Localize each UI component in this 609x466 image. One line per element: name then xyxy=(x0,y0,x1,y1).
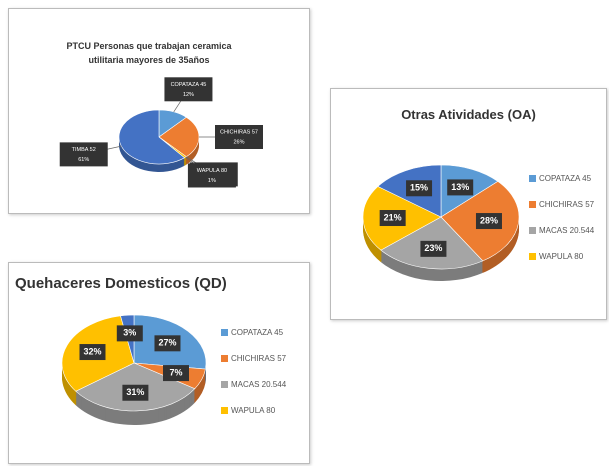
label-box xyxy=(164,77,213,102)
pie-slice xyxy=(158,116,200,158)
chart: 27% 7% 31% 32% 3% COPATAZA 45 CHICHIRAS 57 MACA… xyxy=(61,314,287,425)
legend-label: CHICHIRAS 57 xyxy=(231,354,287,363)
data-label: 61% xyxy=(78,157,89,163)
label-box xyxy=(406,180,433,197)
legend-label: COPATAZA 45 xyxy=(231,328,284,337)
legend-label: COPATAZA 45 xyxy=(539,174,592,183)
label-box xyxy=(215,125,263,149)
chart-panel: 27% 7% 31% 32% 3% COPATAZA 45 CHICHIRAS 57 MACA… xyxy=(8,262,310,464)
data-label: 15% xyxy=(410,183,428,193)
data-label: 26% xyxy=(233,139,244,145)
chart-title: PTCU Personas que trabajan ceramica util… xyxy=(66,41,232,65)
legend-label: WAPULA 80 xyxy=(539,252,584,261)
legend-swatch xyxy=(221,355,228,362)
label-box xyxy=(116,325,143,342)
chart-panel: 13% 28% 23% 21% 15% COPATAZA 45 CHICHIRAS 57 MA… xyxy=(330,88,607,320)
legend-label: WAPULA 80 xyxy=(231,406,276,415)
data-label: 7% xyxy=(169,367,182,377)
legend-swatch xyxy=(221,329,228,336)
legend-label: MACAS 20.544 xyxy=(539,226,595,235)
data-label: 12% xyxy=(183,92,194,98)
label-box xyxy=(163,365,190,382)
data-label: 32% xyxy=(83,346,101,356)
legend-swatch xyxy=(221,407,228,414)
data-label: 1% xyxy=(208,178,216,184)
data-label: 27% xyxy=(158,338,176,348)
data-label-name: COPATAZA 45 xyxy=(171,82,207,88)
label-box xyxy=(447,179,474,196)
data-label: 28% xyxy=(480,215,498,225)
legend-swatch xyxy=(529,227,536,234)
legend-label: CHICHIRAS 57 xyxy=(539,200,595,209)
pie-slice xyxy=(118,109,186,165)
data-label: 23% xyxy=(424,243,442,253)
data-label-name: WAPULA 80 xyxy=(197,168,227,174)
label-box xyxy=(122,384,149,401)
chart-title: Otras Atividades (OA) xyxy=(401,107,536,122)
label-box xyxy=(187,163,236,188)
label-box xyxy=(475,213,502,230)
data-label: 21% xyxy=(384,212,402,222)
data-label: 13% xyxy=(451,182,469,192)
legend-swatch xyxy=(529,175,536,182)
legend-swatch xyxy=(529,253,536,260)
data-label-name: CHICHIRAS 57 xyxy=(220,129,258,135)
data-label: 3% xyxy=(123,328,136,338)
legend-label: MACAS 20.544 xyxy=(231,380,287,389)
legend-swatch xyxy=(221,381,228,388)
label-box xyxy=(79,344,106,361)
legend-swatch xyxy=(529,201,536,208)
label-box xyxy=(379,210,406,227)
chart-title: Quehaceres Domesticos (QD) xyxy=(15,275,227,292)
data-label-name: TIMBA 52 xyxy=(72,147,96,153)
data-label: 31% xyxy=(126,387,144,397)
label-box xyxy=(154,335,181,352)
label-box xyxy=(420,240,447,257)
label-box xyxy=(59,142,108,167)
chart: 13% 28% 23% 21% 15% COPATAZA 45 CHICHIRAS 57 MA… xyxy=(362,164,595,281)
